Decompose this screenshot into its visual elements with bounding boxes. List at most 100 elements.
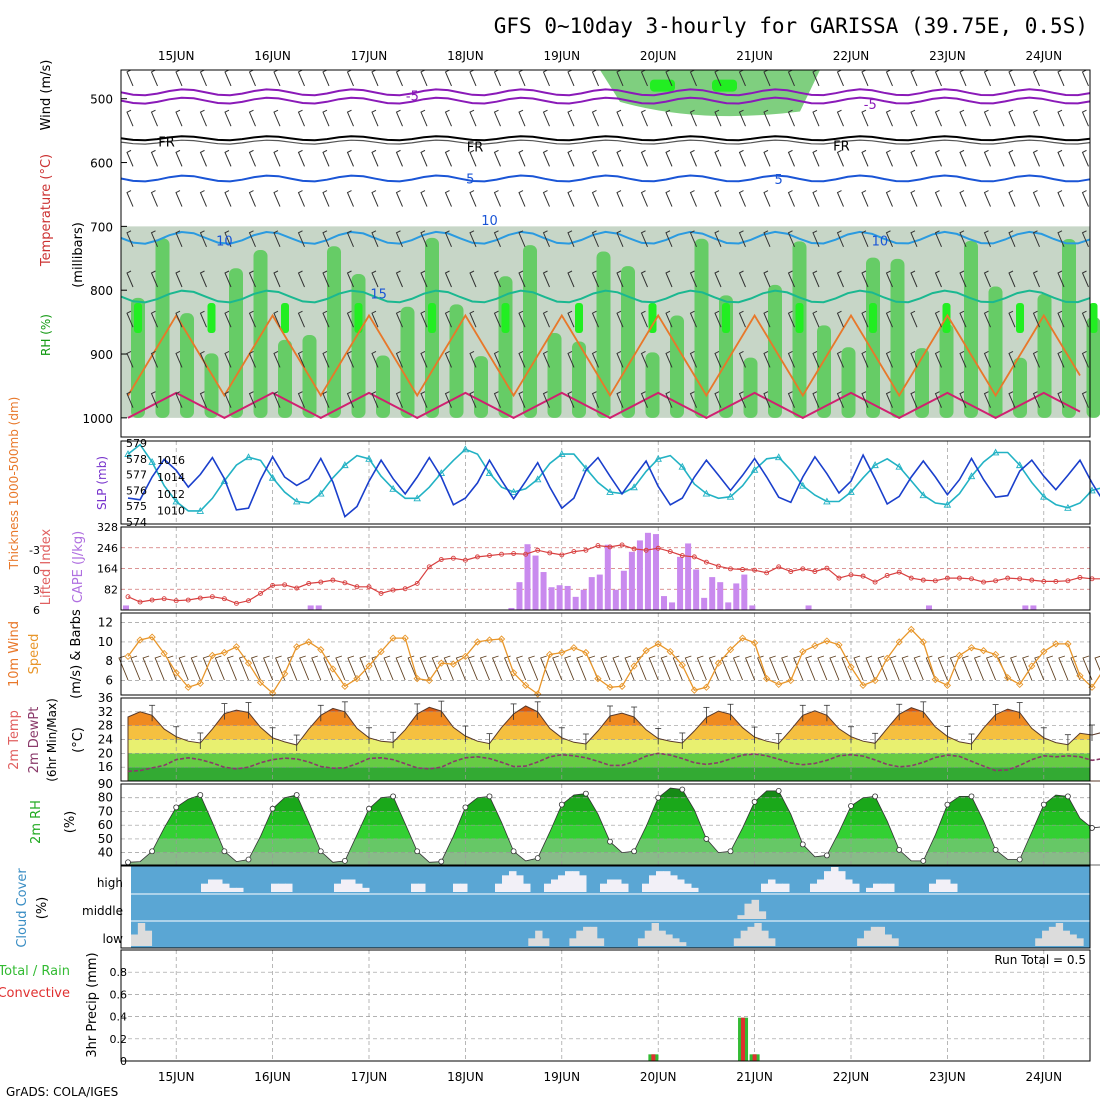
lifted-index-tick: 3 [33,584,40,597]
ylabel-barbs: (m/s) & Barbs [69,609,84,699]
wind-barb [885,310,893,328]
wind-speed-marker [678,661,686,669]
wind-speed-marker [991,650,1000,659]
surface-wind-barb [178,655,189,681]
slp-tick: 1010 [157,505,185,518]
wind-barb [861,230,869,247]
cloud-high-bar [411,883,419,892]
surface-wind-barb [937,655,948,681]
wind-barb [126,149,134,167]
chart-title: GFS 0~10day 3-hourly for GARISSA (39.75E… [494,14,1088,38]
rh-blob [817,325,831,418]
wind-barb [983,230,991,247]
wind-speed-marker [449,660,457,668]
bottom-date-label: 15JUN [158,1070,195,1084]
contour-label: FR [158,135,175,150]
wind-barb [763,350,771,368]
wind-barb [420,149,428,167]
wind-barb [567,350,575,368]
cloud-high-bar [950,883,958,892]
contour-minus-10 [120,88,1091,97]
wind-barb [444,391,452,408]
cloud-low-bar [1062,930,1070,946]
lifted-index-marker [981,579,986,585]
cloud-middle-bar [744,903,753,919]
wind-barb [567,190,575,207]
cape-bar [307,605,314,610]
wind-barb [248,109,256,127]
wind-barb [273,391,281,408]
lifted-index-marker [631,546,637,552]
wind-barb [542,310,550,328]
wind-barb [224,230,232,247]
wind-speed-marker [148,633,156,641]
rh-blob [376,355,390,418]
rh-blob [988,286,1003,418]
cloud-high-bar [208,879,216,892]
top-date-ticks: 15JUN 16JUN 17JUN 18JUN 19JUN 20JUN 21JUN 22JUN… [158,49,1062,63]
cloud-high-bar [614,879,622,892]
top-date-label: 17JUN [351,49,388,63]
rh-tick: 60 [98,818,113,832]
wind-barb [934,230,942,247]
wind-barb [567,149,575,167]
wind-speed-marker [654,640,662,648]
wind-barb [640,310,648,328]
contour-10 [120,230,1091,245]
footer-credit: GrADS: COLA/IGES [6,1085,118,1099]
thickness-marker [630,483,638,491]
wind-barb [689,69,697,87]
cloud-high-bar [236,887,244,892]
wind-barb [493,230,501,247]
thickness-marker [365,454,373,462]
wind-barb [469,69,477,87]
cloud-middle-bar [751,899,760,919]
cloud-high-bar [936,879,944,892]
wind-speed-marker [534,690,542,698]
wind-barb [175,391,183,408]
bottom-date-ticks: 15JUN 16JUN 17JUN 18JUN 19JUN 20JUN 21JUN 22JUN… [158,1070,1062,1084]
lifted-index-marker [209,594,215,600]
wind-barb [346,190,354,207]
wind-barb [1081,190,1089,207]
wind-barb [371,109,379,127]
cloud-high-bar [285,883,293,892]
contour-25 [127,313,1081,398]
cape-bar [604,544,611,610]
ylabel-rh-percent: (%) [63,811,78,834]
wind-speed-marker [943,681,952,689]
wind-barb [420,190,428,207]
top-date-label: 21JUN [736,49,773,63]
lifted-index-marker [366,584,372,590]
wind-barb [689,391,697,408]
rh-blob [939,323,954,418]
cloud-high-bar [215,879,223,892]
wind-speed-marker [232,643,241,651]
rh-marker [992,846,999,853]
lifted-index-marker [233,600,239,606]
wind-barb [567,69,575,87]
surface-wind-barb [214,655,225,681]
wind-barb [444,109,452,127]
lifted-index-marker [487,553,492,559]
rh-blob-bright [281,302,289,333]
wind-barb [273,69,281,87]
rh-marker [125,859,131,866]
cloud-low-bar [733,938,742,946]
surface-wind-barb [359,655,370,681]
wind-barb [665,310,673,328]
wind-barb [983,109,991,127]
cloud-high-bar [873,883,881,892]
rh-blob-bright [795,302,804,333]
surface-wind-barb [275,655,286,681]
temp-tick: 32 [98,705,113,719]
wind-barb [738,109,746,127]
wind-barb [885,109,893,127]
surface-wind-barb [961,655,972,681]
lifted-index-marker [824,565,830,571]
cape-tick: 328 [97,521,118,534]
lifted-index-marker [848,572,854,578]
wind-barb [1008,109,1016,127]
rh-marker [896,846,903,853]
cloud-high-bar [642,883,650,892]
